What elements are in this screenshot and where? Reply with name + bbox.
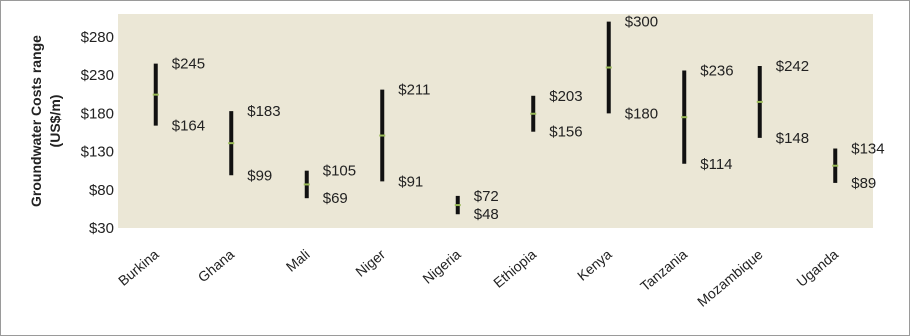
x-tick-label: Uganda [793, 246, 841, 290]
low-value-label: $114 [700, 156, 732, 173]
x-tick-label: Nigeria [419, 246, 463, 287]
x-tick-label: Mali [283, 246, 313, 275]
high-value-label: $134 [851, 141, 884, 158]
low-value-label: $148 [776, 130, 809, 147]
low-value-label: $91 [398, 173, 423, 190]
y-axis-title-line1: Groundwater Costs range [28, 35, 44, 207]
x-tick-label: Kenya [574, 246, 615, 284]
x-tick-label: Mozambique [694, 246, 766, 310]
high-value-label: $211 [398, 82, 430, 99]
high-value-label: $105 [323, 163, 356, 180]
x-tick-label: Burkina [115, 246, 162, 289]
low-value-label: $156 [549, 124, 582, 141]
high-value-label: $183 [247, 103, 280, 120]
low-value-label: $180 [625, 105, 658, 122]
high-value-label: $245 [172, 56, 205, 73]
low-value-label: $69 [323, 190, 348, 207]
y-axis-title-line2: (US$/m) [47, 95, 63, 148]
high-value-label: $203 [549, 88, 582, 105]
low-value-label: $48 [474, 206, 499, 223]
y-tick-label: $80 [89, 182, 114, 199]
y-tick-label: $30 [89, 220, 114, 237]
x-tick-label: Niger [352, 246, 388, 280]
plot-area [118, 14, 873, 228]
y-tick-label: $130 [81, 144, 114, 161]
high-value-label: $242 [776, 58, 809, 75]
y-tick-label: $280 [81, 29, 114, 46]
low-value-label: $99 [247, 167, 272, 184]
y-tick-label: $180 [81, 105, 114, 122]
high-value-label: $236 [700, 63, 733, 80]
low-value-label: $164 [172, 118, 205, 135]
x-tick-label: Ghana [195, 246, 238, 285]
y-tick-label: $230 [81, 67, 114, 84]
x-tick-label: Tanzania [637, 246, 690, 294]
low-value-label: $89 [851, 175, 876, 192]
high-value-label: $72 [474, 188, 499, 205]
high-value-label: $300 [625, 14, 658, 31]
x-tick-label: Ethiopia [490, 246, 539, 291]
